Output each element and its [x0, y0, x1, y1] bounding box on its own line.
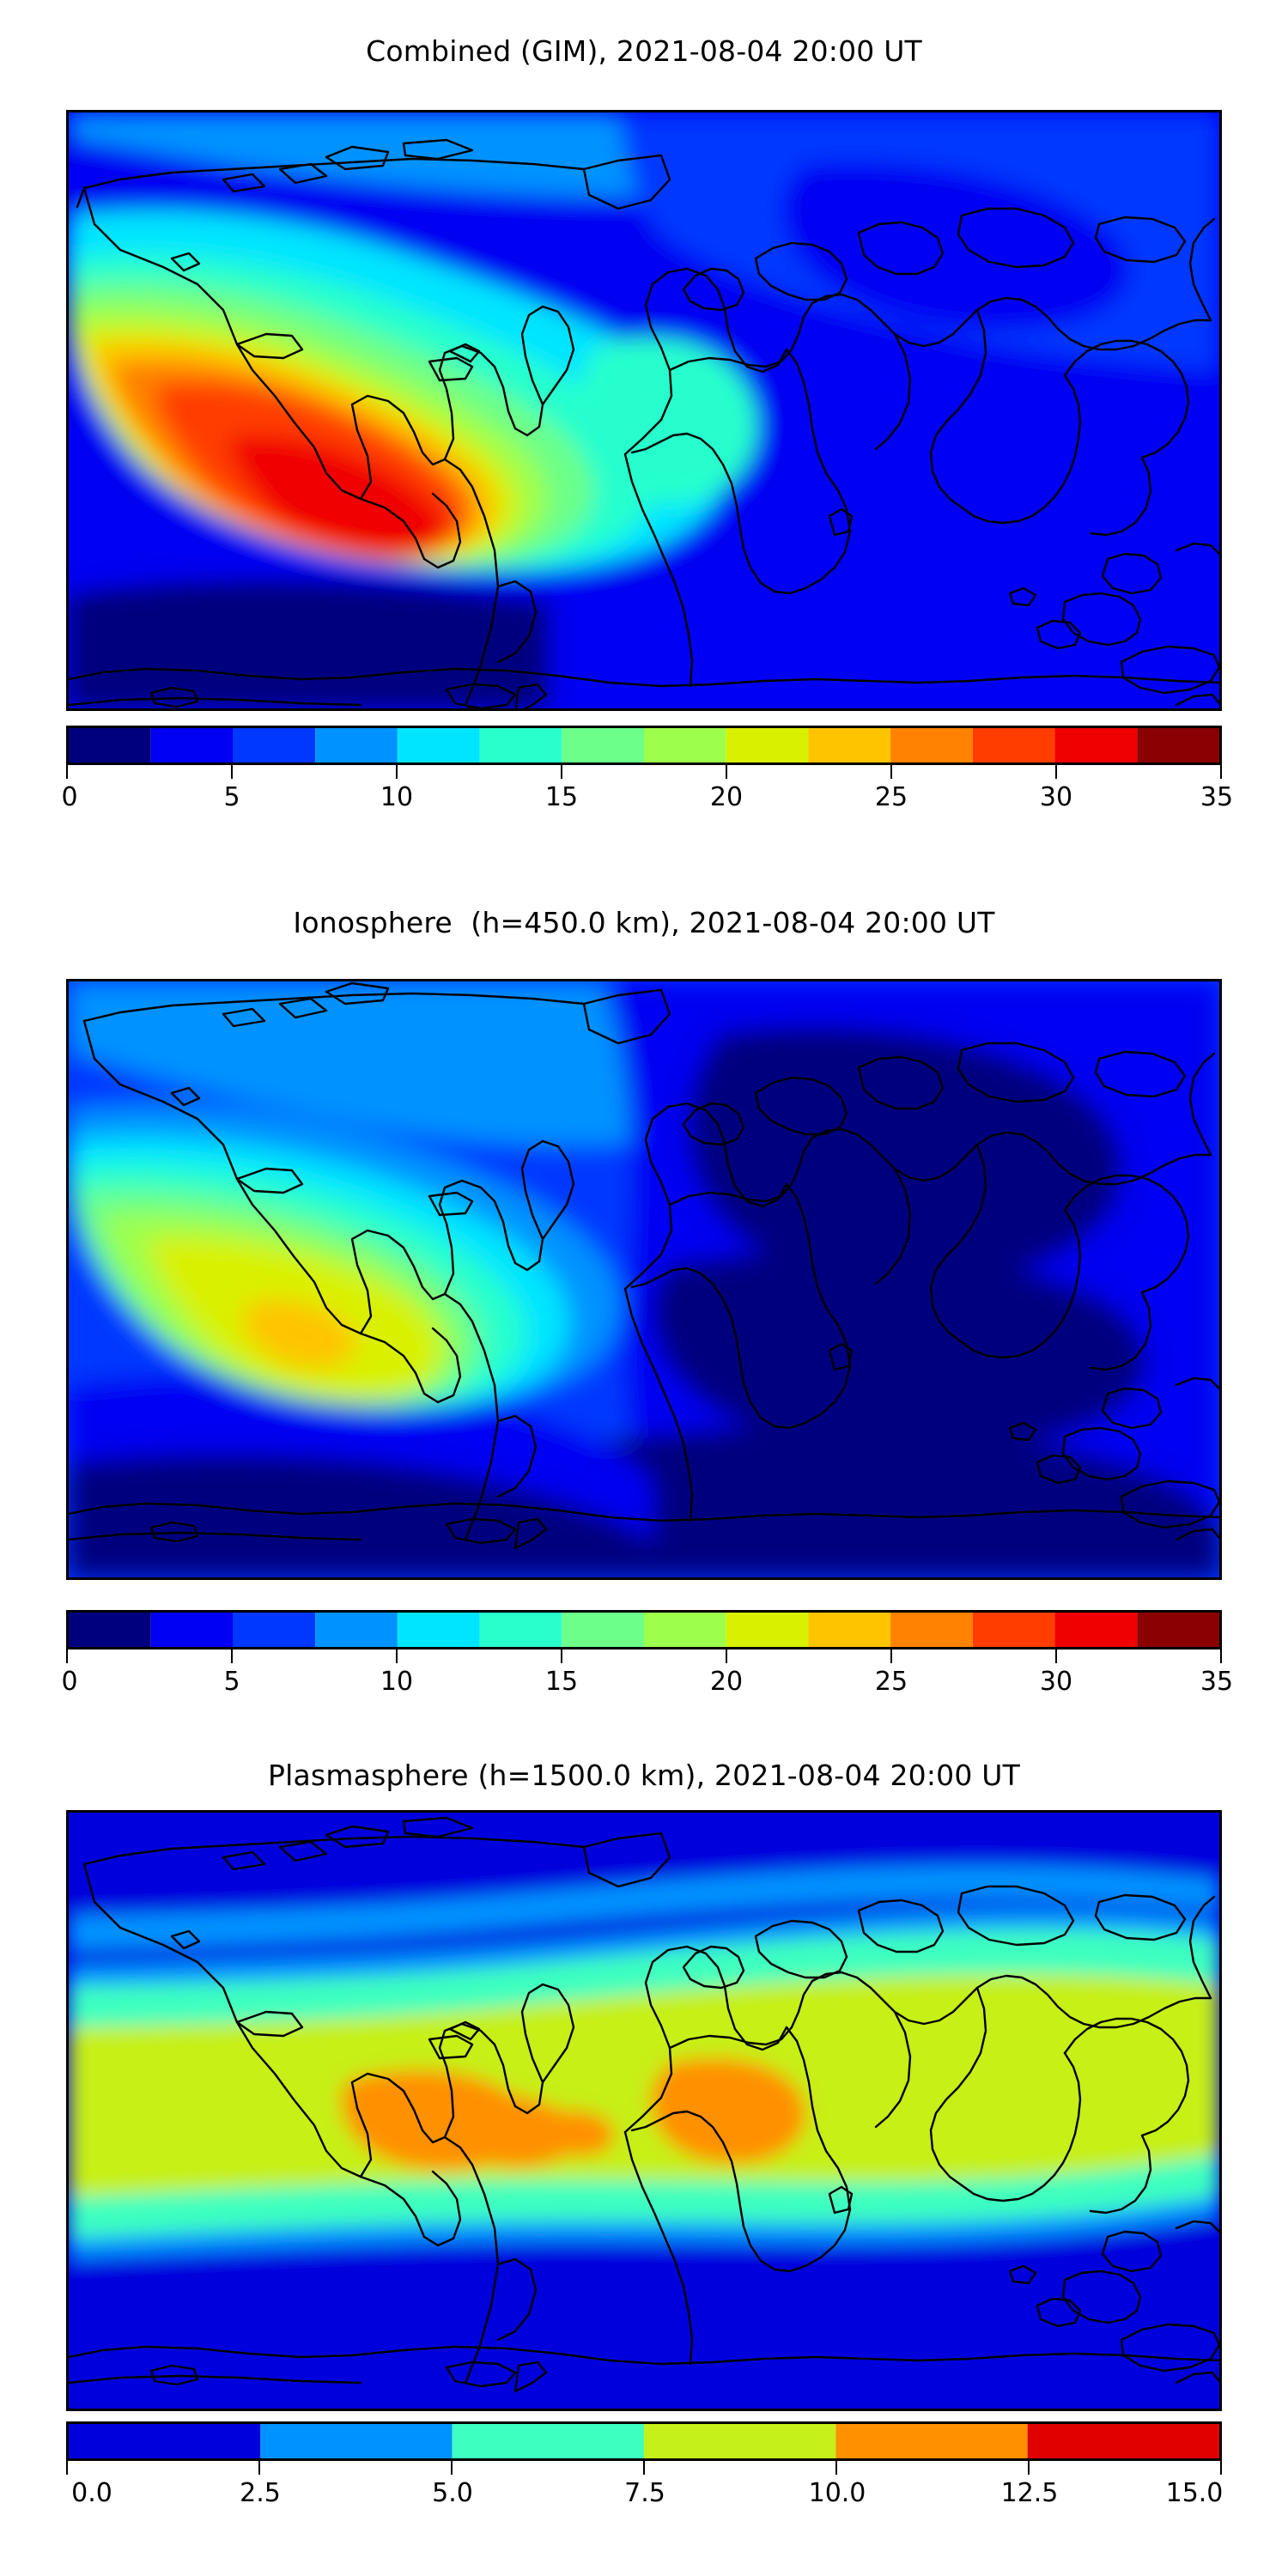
panel-plasmasphere-1500: Plasmasphere (h=1500.0 km), 2021-08-04 2…	[0, 1735, 1288, 2576]
colorbar-axis: 0 5 10 15 20 25 30 35	[61, 765, 1233, 817]
panel-ionosphere-450: Ionosphere (h=450.0 km), 2021-08-04 20:0…	[0, 876, 1288, 1735]
cbar-tick-label: 20	[709, 782, 744, 812]
cbar-tick	[561, 1649, 562, 1663]
cbar-tick	[835, 2461, 837, 2475]
cbar-tick-label: 35	[1200, 1667, 1234, 1697]
cbar-tick-label: 5	[223, 782, 240, 812]
colorbar-bands	[69, 728, 1219, 762]
cbar-tick	[231, 1649, 233, 1663]
cbar-tick-label: 15	[544, 782, 579, 812]
colorbar-ionosphere-450	[66, 1610, 1222, 1649]
cbar-tick-label: 20	[709, 1667, 744, 1697]
cbar-tick	[66, 765, 68, 779]
cbar-tick-label: 0	[61, 1667, 78, 1697]
cbar-tick-label: 5.0	[432, 2478, 473, 2508]
cbar-tick	[1028, 2461, 1030, 2475]
cbar-tick-label: 30	[1039, 782, 1073, 812]
cbar-tick-label: 10	[380, 782, 414, 812]
cbar-tick-label: 12.5	[1000, 2478, 1059, 2508]
contour-map-svg	[69, 981, 1219, 1577]
cbar-tick-label: 30	[1039, 1667, 1073, 1697]
cbar-tick-label: 0.0	[71, 2478, 112, 2508]
cbar-tick	[451, 2461, 453, 2475]
cbar-tick	[726, 1649, 727, 1663]
cbar-tick	[66, 2461, 68, 2475]
colorbar-bands	[69, 2424, 1219, 2458]
cbar-tick	[258, 2461, 260, 2475]
colorbar-axis: 0 5 10 15 20 25 30 35	[61, 1649, 1233, 1701]
cbar-tick	[643, 2461, 645, 2475]
cbar-tick	[66, 1649, 68, 1663]
cbar-tick-label: 10.0	[808, 2478, 866, 2508]
panel-title: Ionosphere (h=450.0 km), 2021-08-04 20:0…	[293, 906, 995, 939]
cbar-tick-label: 7.5	[624, 2478, 665, 2508]
panel-combined-gim: Combined (GIM), 2021-08-04 20:00 UT	[0, 0, 1288, 859]
cbar-tick	[726, 765, 727, 779]
cbar-tick	[1055, 765, 1057, 779]
cbar-tick	[396, 1649, 398, 1663]
contour-map-svg	[69, 112, 1219, 708]
cbar-tick-label: 0	[61, 782, 78, 812]
map-ionosphere-450	[66, 979, 1222, 1580]
cbar-tick-label: 15.0	[1165, 2478, 1224, 2508]
cbar-tick	[1220, 1649, 1222, 1663]
cbar-tick	[396, 765, 398, 779]
cbar-tick-label: 15	[544, 1667, 579, 1697]
cbar-tick-label: 25	[874, 1667, 908, 1697]
cbar-tick	[1055, 1649, 1057, 1663]
map-plasmasphere-1500	[66, 1810, 1222, 2411]
colorbar-combined-gim	[66, 726, 1222, 765]
colorbar-bands	[69, 1613, 1219, 1647]
cbar-tick-label: 25	[874, 782, 908, 812]
cbar-tick-label: 2.5	[240, 2478, 281, 2508]
cbar-tick-label: 10	[380, 1667, 414, 1697]
cbar-tick	[1220, 2461, 1222, 2475]
panel-title: Combined (GIM), 2021-08-04 20:00 UT	[366, 34, 922, 68]
cbar-tick	[561, 765, 562, 779]
cbar-tick-label: 35	[1200, 782, 1234, 812]
contour-map-svg	[69, 1813, 1219, 2409]
cbar-tick	[890, 765, 892, 779]
cbar-tick	[231, 765, 233, 779]
colorbar-axis: 0.0 2.5 5.0 7.5 10.0 12.5 15.0	[66, 2461, 1224, 2512]
cbar-tick-label: 5	[223, 1667, 240, 1697]
panel-title: Plasmasphere (h=1500.0 km), 2021-08-04 2…	[268, 1759, 1020, 1792]
cbar-tick	[890, 1649, 892, 1663]
colorbar-plasmasphere-1500	[66, 2421, 1222, 2461]
map-combined-gim	[66, 110, 1222, 711]
cbar-tick	[1220, 765, 1222, 779]
